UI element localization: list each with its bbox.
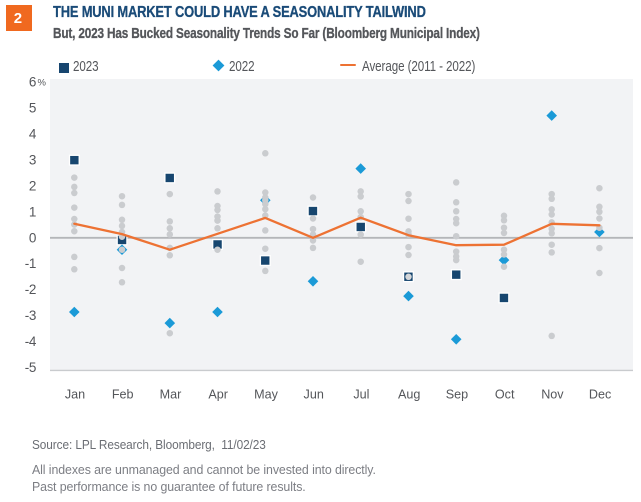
svg-text:-4: -4 <box>25 334 37 349</box>
svg-text:1: 1 <box>29 204 36 219</box>
svg-text:Apr: Apr <box>208 387 228 401</box>
svg-text:Jul: Jul <box>353 387 369 401</box>
svg-text:Aug: Aug <box>398 387 420 401</box>
svg-text:Dec: Dec <box>589 387 611 401</box>
svg-text:Jan: Jan <box>65 387 85 401</box>
svg-text:2: 2 <box>29 178 36 193</box>
svg-text:-5: -5 <box>25 360 36 375</box>
svg-text:May: May <box>254 387 278 401</box>
svg-text:-3: -3 <box>25 308 36 323</box>
svg-text:Oct: Oct <box>495 387 515 401</box>
svg-text:3: 3 <box>29 152 36 167</box>
svg-text:0: 0 <box>29 230 36 245</box>
svg-text:Sep: Sep <box>446 387 468 401</box>
svg-text:Mar: Mar <box>160 387 182 401</box>
svg-text:Feb: Feb <box>112 387 134 401</box>
svg-text:5: 5 <box>29 101 36 116</box>
svg-text:4: 4 <box>29 127 37 142</box>
svg-text:6: 6 <box>29 75 36 90</box>
svg-text:%: % <box>38 77 47 88</box>
svg-text:Nov: Nov <box>541 387 564 401</box>
svg-text:Jun: Jun <box>304 387 324 401</box>
svg-text:-1: -1 <box>25 256 36 271</box>
svg-text:-2: -2 <box>25 282 36 297</box>
